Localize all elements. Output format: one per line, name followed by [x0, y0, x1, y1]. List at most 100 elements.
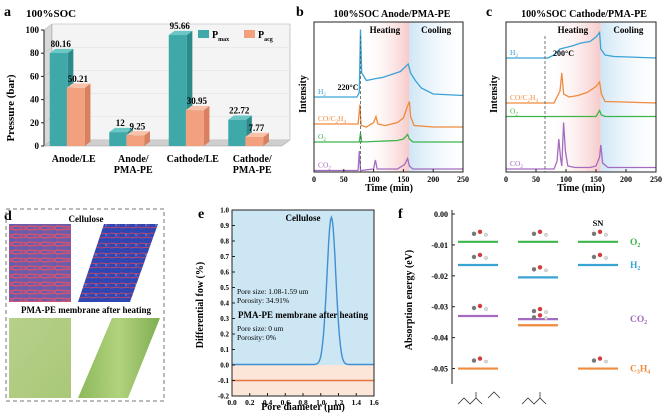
label-post: H: [338, 114, 344, 123]
label-main: H: [318, 87, 324, 96]
atom: [471, 231, 477, 237]
panel-d: d Cellulose PMA-PE membrane after heatin…: [4, 208, 165, 402]
panel-a-y-axis-label: Pressure (bar): [5, 74, 17, 141]
panel-d-top-title: Cellulose: [69, 214, 104, 224]
panel-e-top-title: Cellulose: [286, 213, 321, 223]
molecule-c3h4: [471, 356, 488, 364]
atom: [477, 356, 483, 361]
y-tick-label: 0.7: [220, 253, 229, 261]
label-sub2: 4: [343, 120, 346, 125]
label-sub: 2: [528, 99, 531, 104]
y-tick-label: -0.2: [218, 393, 230, 401]
bar-side: [203, 105, 210, 146]
legend-label-pmax: Pmax: [212, 30, 229, 43]
bar-value-label: 9.25: [129, 121, 145, 131]
label-sub: 2: [520, 165, 523, 170]
x-tick-label: 250: [457, 175, 469, 184]
heating-label: Heating: [558, 25, 589, 35]
panel-a-categories: Anode/LE Anode/PMA-PE Cathode/LE Cathode/PM…: [52, 154, 272, 176]
bar-pacg-3: [245, 136, 264, 146]
bar-value-label: 22.72: [229, 106, 250, 116]
panel-d-dashed-frame: [5, 208, 165, 402]
atom: [537, 229, 543, 235]
series-line-o2: [506, 109, 656, 118]
plot-frame: [505, 21, 657, 173]
panel-a-bars: 80.16 50.21 12 9.25 95.66 30.95 22.72 7.77: [49, 21, 269, 147]
molecule-h2: [531, 265, 548, 273]
molecule-c3h4: [531, 313, 548, 321]
y-tick-label: -0.04: [431, 334, 448, 343]
panel-c-x-axis-label: Time (min): [557, 183, 605, 194]
bar-side: [263, 132, 269, 146]
y-tick-label: 0: [35, 141, 40, 151]
cooling-label: Cooling: [613, 25, 644, 35]
x-tick-label: 0: [504, 175, 508, 184]
panel-d-label: d: [4, 209, 12, 224]
cooling-region: [600, 22, 656, 172]
category-label: PMA-PE: [233, 165, 272, 176]
bar-value-label: 80.16: [51, 39, 72, 49]
atom: [477, 229, 483, 235]
label-post: H: [530, 93, 536, 102]
x-tick-label: 150: [590, 175, 602, 184]
atom: [591, 231, 597, 237]
atom: [531, 308, 537, 314]
atom: [591, 358, 597, 363]
panel-e-label: e: [198, 207, 204, 222]
bar-top: [185, 105, 210, 111]
x-tick-label: 200: [620, 175, 632, 184]
panel-e-y-axis-label: Differential fow (%): [195, 262, 206, 348]
gas-label-h2: H2: [630, 261, 640, 272]
molecule-o2: [591, 229, 608, 237]
y-tick-label: 0.4: [220, 300, 229, 308]
bar-value-label: 7.77: [248, 123, 264, 133]
y-tick-label: 1.0: [220, 207, 229, 215]
molecule-co2: [471, 303, 488, 311]
bar-top: [168, 30, 193, 36]
x-tick-label: 50: [340, 175, 348, 184]
label-main: C: [630, 365, 637, 375]
label-main: CO: [630, 315, 644, 325]
label-main: CO: [510, 159, 521, 168]
atom: [484, 233, 488, 237]
label-sub2: 4: [535, 99, 538, 104]
x-tick-label: 0.6: [281, 398, 291, 407]
atom: [471, 305, 477, 311]
label-main: CO/C: [318, 114, 336, 123]
heating-region: [360, 22, 410, 172]
bar-value-label: 95.66: [170, 21, 191, 31]
atom: [537, 313, 543, 318]
molecule-h2: [471, 252, 488, 260]
panel-a: a 100%SOC Pressure (bar) 0 20 40 60 80 100 80…: [4, 5, 291, 176]
y-tick-label: 0.3: [220, 315, 229, 323]
y-tick-label: -0.1: [218, 377, 230, 385]
gas-label-c3h4: C3H4: [630, 365, 650, 376]
atom: [537, 306, 543, 312]
panel-e-x-axis-label: Pore diameter (μm): [261, 402, 345, 413]
gridline-diag: [43, 23, 53, 31]
series-label-h2: H2: [318, 87, 326, 98]
atom: [591, 254, 597, 260]
cellulose-curve: [232, 214, 374, 366]
molecule-c3h4: [591, 356, 608, 364]
bar-pmax-0: [49, 53, 68, 146]
atom: [471, 358, 477, 363]
series-line-coc2h4: [506, 72, 657, 104]
bar-value-label: 12: [116, 118, 126, 128]
molecule-h2: [591, 252, 608, 260]
series-line-co2: [506, 122, 656, 170]
label-sub: 2: [336, 120, 339, 125]
y-tick-label: -0.03: [431, 303, 448, 312]
y-tick-label: -0.01: [431, 241, 448, 250]
atom: [477, 252, 483, 258]
panel-f-label: f: [398, 207, 403, 222]
series-line-h2: [506, 30, 657, 59]
bar-top: [109, 127, 133, 133]
atom: [531, 267, 537, 272]
panel-e-top-pore-size: Pore size: 1.08-1.59 um: [237, 287, 309, 296]
atom: [597, 252, 603, 258]
label-sub: 2: [515, 54, 518, 59]
atom: [604, 233, 608, 237]
category-label: Cathode/: [233, 154, 272, 165]
